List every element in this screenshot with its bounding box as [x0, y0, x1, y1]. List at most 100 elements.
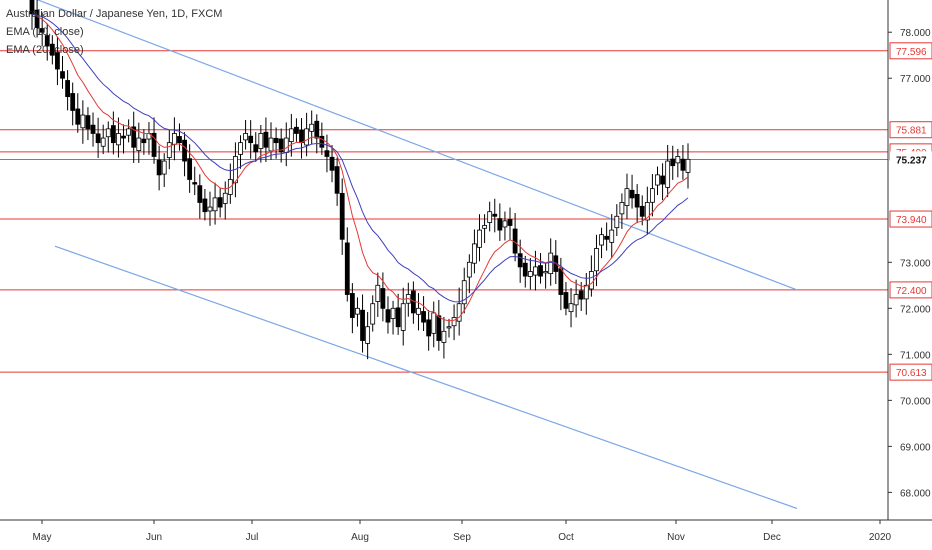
candle-body [273, 137, 279, 144]
ema10-line [31, 13, 689, 322]
candle-body [492, 213, 498, 217]
candle-body [543, 271, 549, 274]
candle-body [370, 303, 376, 325]
candle-body [339, 192, 345, 240]
candle-body [105, 128, 111, 138]
candle-body [416, 307, 421, 315]
candle-body [212, 197, 218, 212]
candle-body [639, 205, 645, 217]
candle-body [55, 51, 60, 70]
candle-body [538, 265, 543, 277]
x-tick-label: Dec [763, 532, 781, 543]
candle-body [614, 215, 620, 229]
candle-body [355, 307, 360, 315]
candle-body [75, 108, 81, 125]
candle-body [487, 211, 493, 223]
candle-body [436, 315, 442, 341]
candle-body [599, 234, 604, 246]
y-tick-label: 68.000 [900, 488, 931, 499]
last-price-badge [890, 151, 932, 168]
horizontal-levels [0, 50, 888, 373]
candle-body [319, 135, 325, 148]
candle-body [187, 158, 193, 180]
candle-body [588, 271, 594, 290]
candle-body [609, 229, 615, 243]
level-label: 70.613 [896, 368, 927, 379]
candle-body [472, 243, 477, 264]
candle-body [95, 133, 101, 144]
candle-body [365, 326, 371, 344]
candle-body [441, 330, 447, 343]
candle-body [644, 202, 650, 221]
candle-body [278, 138, 284, 153]
candle-body [456, 303, 462, 322]
candle-body [482, 225, 487, 229]
ema20-label: EMA (20, close) [6, 44, 84, 56]
trendline [36, 0, 798, 291]
candle-body [446, 326, 452, 329]
candle-body [421, 311, 426, 323]
candle-body [375, 284, 381, 302]
candle-body [141, 138, 147, 144]
x-tick-label: Jun [146, 532, 162, 543]
candle-body [573, 294, 579, 306]
level-badge [889, 210, 932, 228]
candle-body [522, 262, 528, 277]
candle-body [563, 292, 569, 309]
candle-body [131, 126, 137, 148]
candle-body [90, 124, 96, 134]
candle-body [65, 80, 70, 98]
y-tick-label: 73.000 [900, 258, 931, 269]
candle-body [431, 312, 437, 334]
candle-body [461, 280, 467, 305]
candle-body [604, 235, 610, 240]
candle-body [182, 139, 187, 162]
candle-body [44, 35, 50, 47]
ema-lines [31, 13, 689, 322]
x-tick-label: Nov [667, 532, 685, 543]
candle-body [385, 309, 391, 323]
candle-body [202, 198, 208, 213]
candle-body [288, 128, 294, 142]
y-tick-label: 77.000 [900, 74, 931, 85]
candle-body [344, 242, 350, 295]
y-tick-label: 71.000 [900, 350, 931, 361]
candle-body [263, 131, 269, 148]
candle-body [207, 206, 213, 212]
candle-body [380, 288, 386, 309]
candle-body [548, 252, 554, 275]
candle-body [116, 133, 121, 146]
candle-body [629, 189, 635, 199]
candle-body [70, 93, 76, 111]
candle-body [314, 120, 320, 139]
chart-title: Australian Dollar / Japanese Yen, 1D, FX… [6, 8, 223, 20]
candle-body [100, 137, 106, 147]
x-tick-label: Jul [246, 532, 259, 543]
y-tick-label: 69.000 [900, 442, 931, 453]
candle-body [197, 185, 203, 203]
candle-body [619, 202, 625, 215]
candle-body [294, 126, 299, 134]
candle-body [248, 135, 254, 144]
trendlines [36, 0, 798, 510]
candle-body [136, 137, 142, 152]
candle-body [624, 188, 630, 206]
chart-legend: Australian Dollar / Japanese Yen, 1D, FX… [6, 5, 222, 59]
y-tick-label: 78.000 [900, 28, 931, 39]
time-axis: May Jun Jul Aug Sep Oct Nov Dec 2020 [0, 519, 932, 543]
candle-body [583, 284, 589, 300]
candle-body [49, 43, 55, 56]
candle-body [426, 319, 432, 337]
candle-body [568, 303, 574, 313]
candle-body [299, 129, 304, 144]
level-badge [889, 121, 932, 139]
candle-body [675, 156, 681, 164]
level-badge [889, 281, 932, 299]
candle-body [34, 9, 40, 29]
candle-body [151, 132, 157, 157]
candle-body [665, 160, 671, 188]
candle-body [655, 174, 660, 186]
candle-body [685, 158, 691, 173]
candle-body [166, 142, 172, 158]
